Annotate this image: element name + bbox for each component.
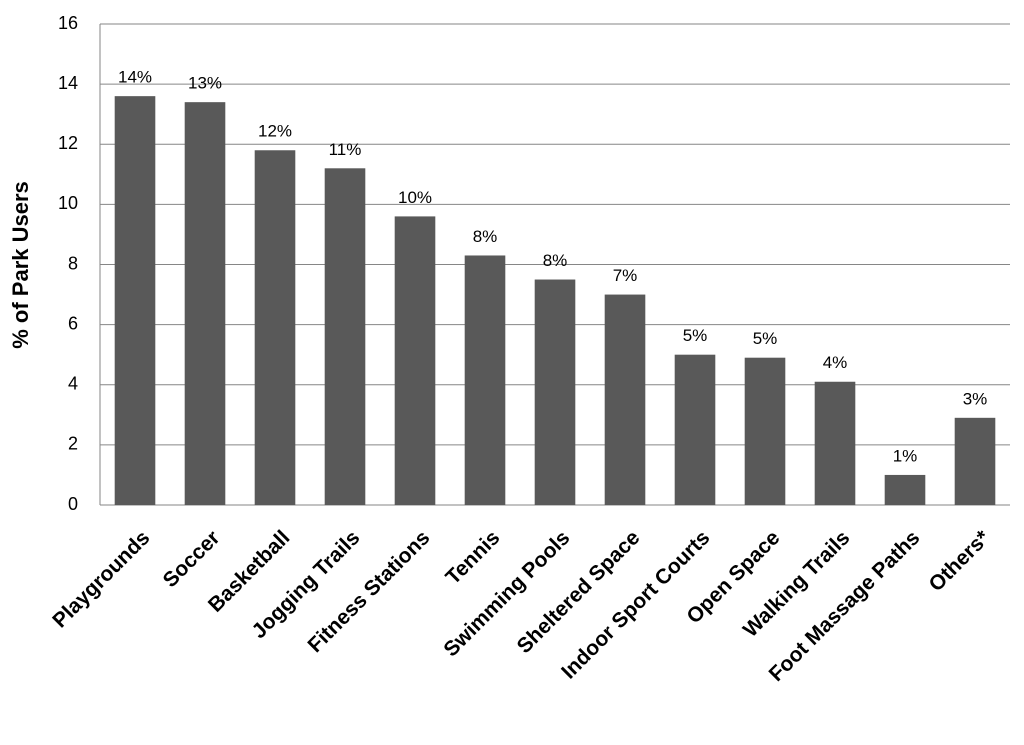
x-tick-label: Tennis (441, 526, 504, 589)
bar (954, 417, 996, 505)
y-tick-label: 0 (68, 494, 78, 514)
bar (814, 381, 856, 505)
bar (534, 279, 576, 505)
bar (324, 168, 366, 506)
bar (674, 354, 716, 505)
x-tick-label: Others* (925, 526, 995, 596)
y-tick-label: 10 (58, 193, 78, 213)
bar (744, 357, 786, 505)
y-tick-label: 2 (68, 434, 78, 454)
bar (604, 294, 646, 505)
value-label: 13% (188, 74, 222, 93)
bar (884, 474, 926, 505)
value-label: 7% (613, 266, 638, 285)
bar (184, 102, 226, 505)
y-tick-label: 8 (68, 253, 78, 273)
value-label: 8% (543, 251, 568, 270)
x-tick-label: Swimming Pools (439, 526, 574, 661)
x-tick-label: Soccer (159, 526, 225, 592)
bar (464, 255, 506, 505)
bar (254, 150, 296, 505)
x-tick-label: Playgrounds (48, 526, 154, 632)
y-axis-label: % of Park Users (8, 181, 33, 349)
value-label: 10% (398, 188, 432, 207)
value-label: 8% (473, 227, 498, 246)
value-label: 14% (118, 68, 152, 87)
x-tick-label: Fitness Stations (303, 526, 434, 657)
x-tick-label: Sheltered Space (513, 526, 645, 658)
y-tick-label: 14 (58, 73, 78, 93)
y-tick-label: 16 (58, 13, 78, 33)
value-label: 5% (683, 326, 708, 345)
bar (114, 96, 156, 506)
y-tick-label: 12 (58, 133, 78, 153)
value-label: 11% (329, 140, 362, 159)
value-label: 3% (963, 389, 988, 408)
value-label: 1% (893, 446, 918, 465)
y-tick-label: 4 (68, 374, 78, 394)
value-label: 4% (823, 353, 848, 372)
bar (394, 216, 436, 505)
value-label: 5% (753, 329, 778, 348)
y-tick-label: 6 (68, 313, 78, 333)
value-label: 12% (258, 122, 292, 141)
